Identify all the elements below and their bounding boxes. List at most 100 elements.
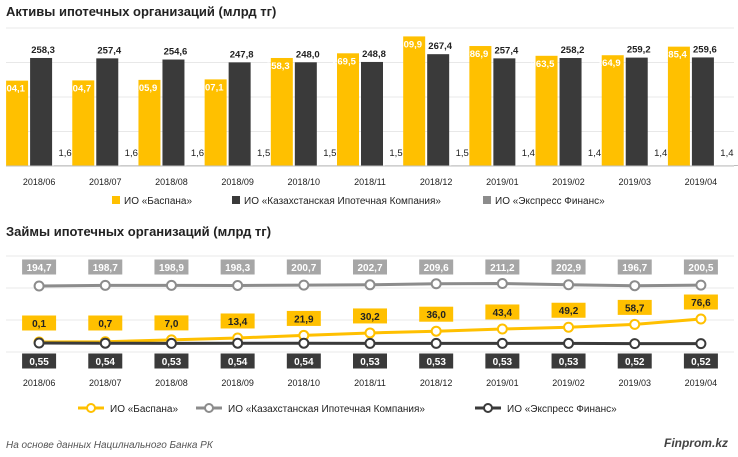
bar-x-tick-label: 2018/12 bbox=[420, 177, 453, 187]
bar-baspana bbox=[601, 55, 624, 167]
bar-x-tick-label: 2019/03 bbox=[618, 177, 651, 187]
line-label-box-kik bbox=[88, 259, 123, 275]
line-label-box-kik bbox=[485, 259, 520, 275]
bar-label-express: 1,6 bbox=[125, 148, 138, 159]
line-label-box-express bbox=[88, 353, 123, 369]
bar-label-baspana: 205,9 bbox=[134, 83, 158, 94]
line-label-box-baspana bbox=[617, 299, 652, 315]
line-label-baspana: 7,0 bbox=[165, 319, 179, 330]
line-label-box-express bbox=[22, 353, 57, 369]
line-point-kik bbox=[629, 280, 641, 292]
line-label-express: 0,53 bbox=[426, 357, 446, 368]
assets-chart-title: Активы ипотечных организаций (млрд тг) bbox=[6, 4, 277, 19]
bar-baspana bbox=[6, 80, 29, 166]
bar-x-tick-label: 2018/10 bbox=[288, 177, 321, 187]
bar-x-tick-label: 2019/02 bbox=[552, 177, 585, 187]
line-label-box-kik bbox=[22, 259, 57, 275]
line-label-box-kik bbox=[551, 259, 586, 275]
legend-marker-kik bbox=[204, 403, 214, 413]
line-point-express bbox=[563, 337, 575, 349]
bar-label-kik: 267,4 bbox=[428, 41, 452, 52]
bar-baspana bbox=[403, 36, 426, 166]
line-x-tick-label: 2018/08 bbox=[155, 378, 188, 388]
legend-swatch-express bbox=[483, 196, 491, 204]
line-label-box-express bbox=[220, 353, 255, 369]
bar-baspana bbox=[337, 53, 359, 166]
bar-x-tick-label: 2018/08 bbox=[155, 177, 188, 187]
line-label-box-baspana bbox=[22, 315, 57, 331]
bar-kik bbox=[228, 62, 251, 167]
bar-x-tick-label: 2018/07 bbox=[89, 177, 122, 187]
line-point-express bbox=[165, 337, 177, 349]
line-label-baspana: 58,7 bbox=[625, 303, 645, 314]
line-label-kik: 196,7 bbox=[622, 263, 647, 274]
bar-kik bbox=[427, 54, 450, 167]
bar-kik bbox=[30, 57, 53, 166]
bar-label-kik: 248,8 bbox=[362, 49, 386, 60]
bar-label-baspana: 269,5 bbox=[332, 56, 356, 67]
bar-kik bbox=[691, 57, 714, 166]
line-label-box-express bbox=[154, 353, 189, 369]
bar-baspana bbox=[535, 55, 558, 166]
line-label-express: 0,53 bbox=[360, 357, 380, 368]
line-point-kik bbox=[298, 279, 310, 291]
line-label-kik: 198,7 bbox=[93, 263, 118, 274]
line-label-express: 0,53 bbox=[162, 357, 182, 368]
line-label-box-baspana bbox=[485, 304, 520, 320]
line-label-kik: 202,7 bbox=[357, 263, 382, 274]
line-label-box-express bbox=[551, 353, 586, 369]
bar-kik bbox=[162, 59, 185, 166]
line-label-box-baspana bbox=[286, 310, 321, 326]
line-label-box-baspana bbox=[353, 308, 387, 324]
line-label-box-kik bbox=[154, 259, 189, 275]
legend-label-baspana: ИО «Баспана» bbox=[124, 196, 192, 207]
bar-label-baspana: 286,9 bbox=[464, 49, 488, 60]
line-point-express bbox=[232, 337, 244, 349]
line-label-box-baspana bbox=[551, 302, 586, 318]
line-label-express: 0,54 bbox=[294, 357, 314, 368]
bar-baspana bbox=[667, 46, 690, 166]
bar-label-express: 1,5 bbox=[257, 148, 270, 159]
bar-label-kik: 257,4 bbox=[97, 45, 121, 56]
line-label-express: 0,53 bbox=[493, 357, 513, 368]
bar-label-express: 1,4 bbox=[654, 148, 667, 159]
line-point-baspana bbox=[563, 321, 575, 333]
line-label-express: 0,52 bbox=[625, 357, 645, 368]
line-label-baspana: 43,4 bbox=[493, 308, 513, 319]
bar-baspana bbox=[270, 57, 293, 166]
line-label-express: 0,52 bbox=[691, 357, 711, 368]
line-label-kik: 194,7 bbox=[27, 263, 52, 274]
line-point-express bbox=[430, 337, 442, 349]
line-point-baspana bbox=[629, 318, 641, 330]
line-label-kik: 211,2 bbox=[490, 263, 515, 274]
line-label-kik: 209,6 bbox=[424, 263, 449, 274]
bar-x-tick-label: 2018/11 bbox=[354, 177, 386, 187]
legend-swatch-kik bbox=[232, 196, 240, 204]
bar-kik bbox=[493, 58, 516, 166]
line-point-express bbox=[33, 337, 45, 349]
line-label-kik: 202,9 bbox=[556, 263, 581, 274]
bar-x-tick-label: 2018/09 bbox=[221, 177, 254, 187]
line-label-baspana: 49,2 bbox=[559, 306, 579, 317]
bar-kik bbox=[361, 61, 383, 167]
bar-kik bbox=[559, 58, 582, 167]
bar-label-express: 1,6 bbox=[58, 148, 71, 159]
bar-label-express: 1,6 bbox=[191, 148, 204, 159]
line-label-baspana: 36,0 bbox=[426, 310, 446, 321]
bar-x-tick-label: 2019/01 bbox=[486, 177, 519, 187]
line-label-kik: 198,3 bbox=[225, 263, 250, 274]
line-label-express: 0,55 bbox=[29, 357, 49, 368]
line-point-express bbox=[496, 337, 508, 349]
line-x-tick-label: 2018/09 bbox=[221, 378, 254, 388]
loans-chart-title: Займы ипотечных организаций (млрд тг) bbox=[6, 224, 272, 239]
line-label-express: 0,54 bbox=[228, 357, 248, 368]
line-x-tick-label: 2018/10 bbox=[288, 378, 321, 388]
line-label-kik: 198,9 bbox=[159, 263, 184, 274]
line-label-baspana: 13,4 bbox=[228, 317, 248, 328]
bar-label-express: 1,4 bbox=[720, 148, 733, 159]
line-label-box-kik bbox=[419, 259, 454, 275]
line-point-express bbox=[695, 338, 707, 350]
line-label-box-express bbox=[683, 353, 718, 369]
bar-label-express: 1,5 bbox=[456, 148, 469, 159]
